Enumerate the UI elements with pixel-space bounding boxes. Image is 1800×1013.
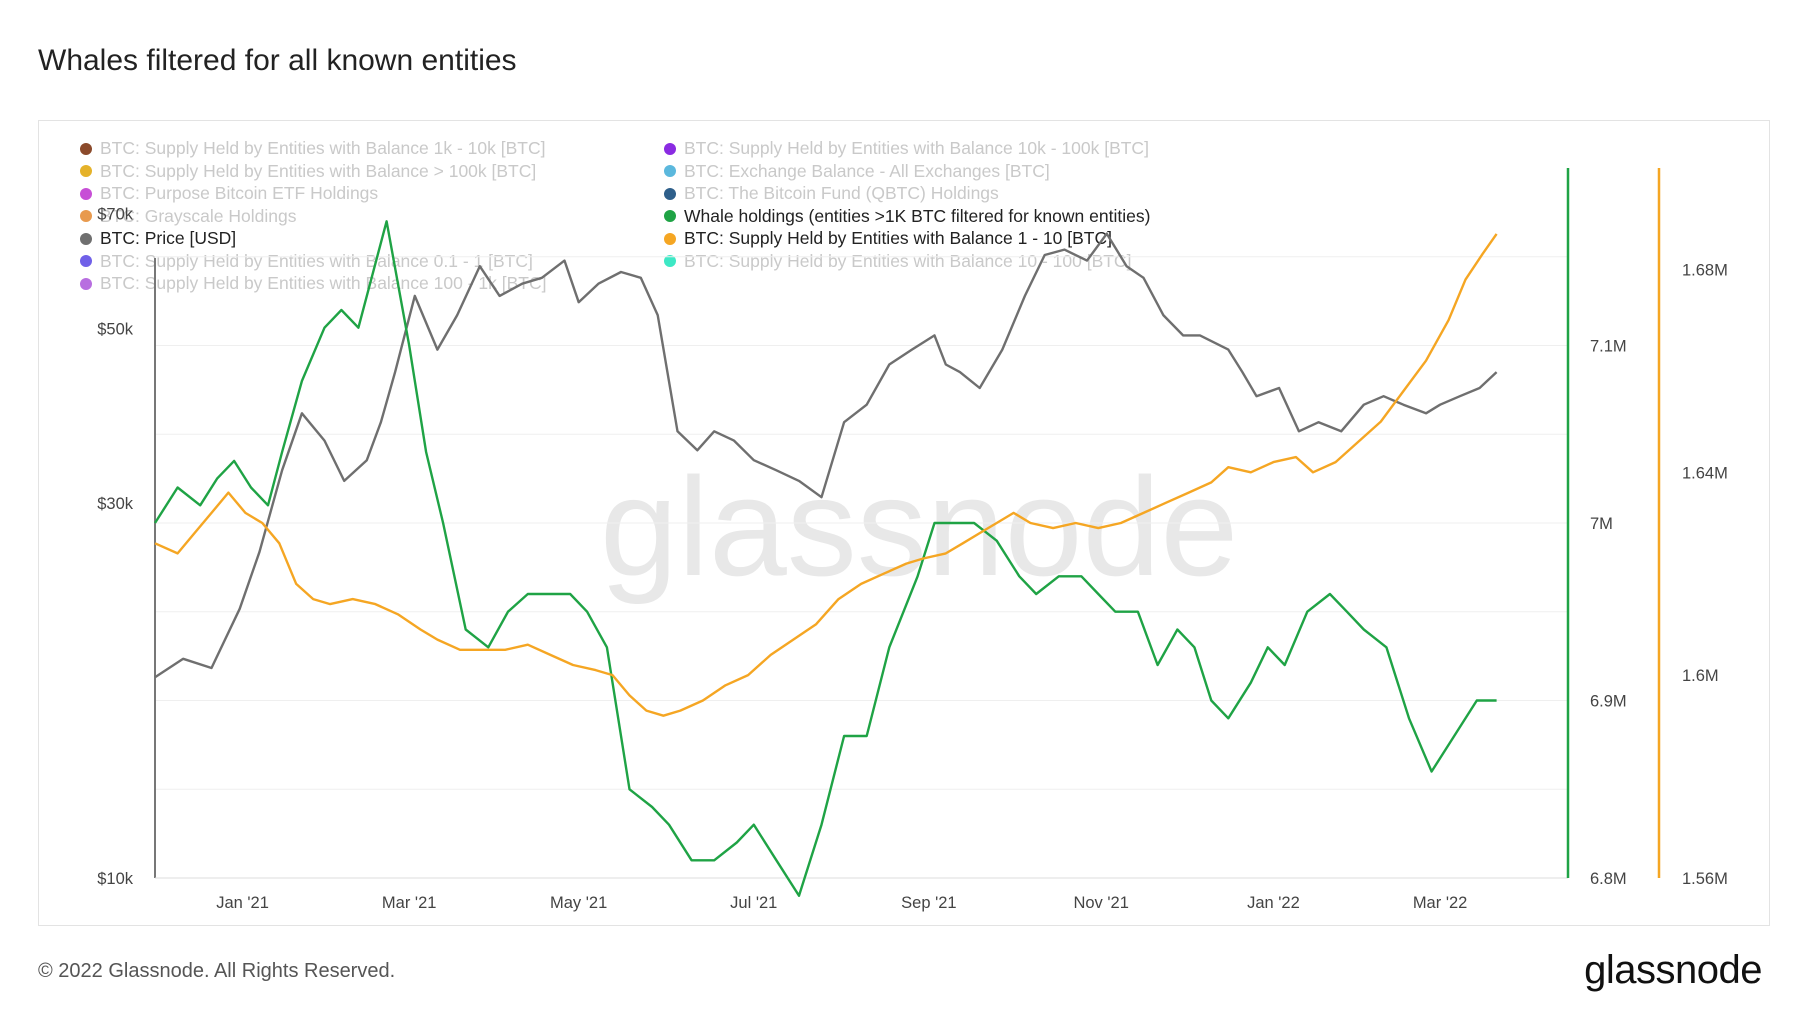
legend-label: BTC: Purpose Bitcoin ETF Holdings xyxy=(100,183,379,203)
y-right1-tick-label: 6.9M xyxy=(1590,693,1627,711)
y-left-tick-label: $30k xyxy=(97,495,134,513)
y-right1-tick-label: 6.8M xyxy=(1590,870,1627,888)
x-tick-label: Jul '21 xyxy=(730,894,777,912)
y-right2-tick-label: 1.68M xyxy=(1682,261,1728,279)
legend-label: BTC: Supply Held by Entities with Balanc… xyxy=(100,273,547,293)
brand-logo: glassnode xyxy=(1584,948,1762,992)
legend-color-dot xyxy=(664,165,676,177)
legend-item[interactable]: BTC: Supply Held by Entities with Balanc… xyxy=(80,161,536,182)
series-line xyxy=(154,233,1498,717)
legend-item[interactable]: BTC: Supply Held by Entities with Balanc… xyxy=(80,138,545,159)
legend-color-dot xyxy=(80,277,92,290)
x-tick-label: Nov '21 xyxy=(1073,894,1128,912)
legend-color-dot xyxy=(80,255,92,267)
legend-color-dot xyxy=(664,255,676,267)
y-right2-tick-label: 1.6M xyxy=(1682,667,1719,685)
chart-panel xyxy=(38,120,1770,926)
x-tick-label: Mar '22 xyxy=(1413,894,1468,912)
legend-item[interactable]: Whale holdings (entities >1K BTC filtere… xyxy=(664,206,1150,227)
watermark: glassnode xyxy=(600,448,1238,605)
legend-label: BTC: Exchange Balance - All Exchanges [B… xyxy=(684,160,1050,181)
legend-item[interactable]: BTC: Supply Held by Entities with Balanc… xyxy=(80,251,533,272)
y-left-tick-label: $70k xyxy=(97,206,134,224)
legend-label: BTC: Price [USD] xyxy=(100,228,237,248)
legend-item[interactable]: BTC: Supply Held by Entities with Balanc… xyxy=(664,228,1112,249)
x-tick-label: May '21 xyxy=(550,894,607,912)
series-line xyxy=(153,220,1497,897)
legend-label: BTC: Supply Held by Entities with Balanc… xyxy=(100,250,533,271)
y-right1-tick-label: 7.1M xyxy=(1590,338,1627,356)
legend-label: BTC: Grayscale Holdings xyxy=(100,205,297,226)
x-tick-label: Jan '21 xyxy=(216,894,269,912)
legend-label: BTC: The Bitcoin Fund (QBTC) Holdings xyxy=(684,183,999,203)
y-left-tick-label: $50k xyxy=(97,320,134,338)
legend-color-dot xyxy=(80,187,92,200)
legend-label: BTC: Supply Held by Entities with Balanc… xyxy=(684,228,1112,248)
legend-item[interactable]: BTC: Exchange Balance - All Exchanges [B… xyxy=(664,161,1050,182)
legend-color-dot xyxy=(664,232,676,245)
y-left-tick-label: $10k xyxy=(97,870,134,888)
legend-color-dot xyxy=(80,210,92,222)
legend-color-dot xyxy=(664,142,676,155)
legend-item[interactable]: BTC: Supply Held by Entities with Balanc… xyxy=(664,251,1131,272)
legend-label: BTC: Supply Held by Entities with Balanc… xyxy=(100,160,537,181)
y-right1-tick-label: 7M xyxy=(1590,515,1613,533)
legend-label: BTC: Supply Held by Entities with Balanc… xyxy=(100,138,546,158)
legend-color-dot xyxy=(664,210,676,222)
legend-color-dot xyxy=(80,142,92,155)
legend-color-dot xyxy=(80,165,92,177)
series-line xyxy=(154,232,1498,679)
legend-color-dot xyxy=(664,187,676,200)
y-right2-tick-label: 1.56M xyxy=(1682,870,1728,888)
legend-item[interactable]: BTC: Supply Held by Entities with Balanc… xyxy=(664,138,1149,159)
axes: $10k $30k $50k $70k 6.8M 6.9M 7M 7.1M 1.56M 1.6M 1… xyxy=(97,168,1728,912)
x-tick-label: Mar '21 xyxy=(382,894,437,912)
legend-item[interactable]: BTC: Purpose Bitcoin ETF Holdings xyxy=(80,183,378,204)
legend-label: Whale holdings (entities >1K BTC filtere… xyxy=(684,205,1151,226)
x-tick-label: Jan '22 xyxy=(1247,894,1300,912)
legend-item[interactable]: BTC: Price [USD] xyxy=(80,228,236,249)
page-title: Whales filtered for all known entities xyxy=(38,44,517,77)
series-lines xyxy=(153,220,1498,897)
legend-label: BTC: Supply Held by Entities with Balanc… xyxy=(684,138,1149,158)
x-tick-label: Sep '21 xyxy=(901,894,956,912)
legend-item[interactable]: BTC: The Bitcoin Fund (QBTC) Holdings xyxy=(664,183,999,204)
copyright-text: © 2022 Glassnode. All Rights Reserved. xyxy=(38,960,396,982)
legend-label: BTC: Supply Held by Entities with Balanc… xyxy=(684,250,1132,271)
legend-item[interactable]: BTC: Supply Held by Entities with Balanc… xyxy=(80,273,546,294)
y-right2-tick-label: 1.64M xyxy=(1682,464,1728,482)
legend-color-dot xyxy=(80,232,92,245)
legend-item[interactable]: BTC: Grayscale Holdings xyxy=(80,206,296,227)
